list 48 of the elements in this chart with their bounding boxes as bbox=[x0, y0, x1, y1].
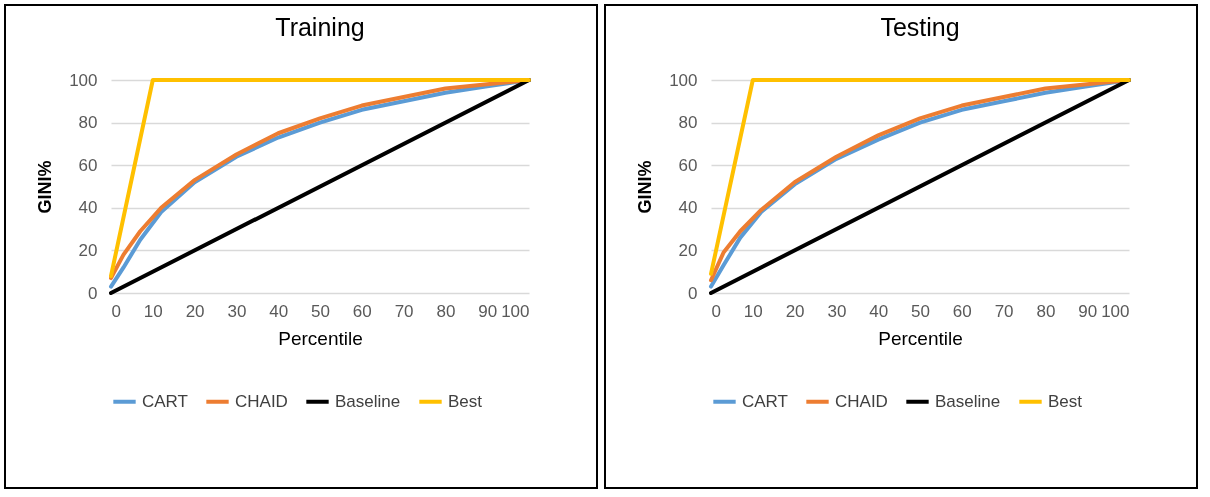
y-axis-title: GINI% bbox=[35, 160, 56, 214]
x-tick-label: 20 bbox=[785, 301, 805, 321]
y-tick-label: 100 bbox=[669, 70, 698, 90]
x-tick-label: 70 bbox=[394, 301, 414, 321]
y-axis-title: GINI% bbox=[635, 160, 656, 214]
x-tick-label: 70 bbox=[994, 301, 1014, 321]
chart-title: Training bbox=[275, 13, 365, 41]
y-tick-label: 0 bbox=[688, 283, 698, 303]
legend-label: Best bbox=[1048, 391, 1083, 411]
legend-label: CHAID bbox=[835, 391, 888, 411]
x-tick-label: 30 bbox=[227, 301, 247, 321]
legend-label: CART bbox=[142, 391, 188, 411]
x-tick-label: 80 bbox=[436, 301, 456, 321]
x-tick-label: 60 bbox=[952, 301, 972, 321]
y-tick-label: 20 bbox=[678, 240, 698, 260]
x-tick-label: 50 bbox=[311, 301, 330, 321]
x-tick-label: 80 bbox=[1036, 301, 1056, 321]
x-tick-label: 40 bbox=[269, 301, 289, 321]
chart-title: Testing bbox=[880, 13, 960, 41]
x-tick-label: 0 bbox=[711, 301, 721, 321]
legend-label: CHAID bbox=[235, 391, 288, 411]
x-tick-label: 20 bbox=[185, 301, 205, 321]
x-tick-label: 90 bbox=[1078, 301, 1098, 321]
y-tick-label: 40 bbox=[678, 198, 698, 218]
x-tick-label: 30 bbox=[827, 301, 847, 321]
x-tick-label: 10 bbox=[143, 301, 163, 321]
x-tick-label: 40 bbox=[869, 301, 889, 321]
x-tick-label: 100 bbox=[501, 301, 530, 321]
legend-label: CART bbox=[742, 391, 788, 411]
x-tick-label: 90 bbox=[478, 301, 498, 321]
y-tick-label: 20 bbox=[78, 240, 98, 260]
y-tick-label: 100 bbox=[69, 70, 98, 90]
y-tick-label: 60 bbox=[678, 155, 698, 175]
legend-label: Best bbox=[448, 391, 483, 411]
x-tick-label: 0 bbox=[111, 301, 121, 321]
x-tick-label: 60 bbox=[352, 301, 372, 321]
legend-label: Baseline bbox=[335, 391, 401, 411]
legend-label: Baseline bbox=[935, 391, 1001, 411]
y-tick-label: 60 bbox=[78, 155, 98, 175]
x-axis-title: Percentile bbox=[878, 327, 963, 349]
y-tick-label: 40 bbox=[78, 198, 98, 218]
x-tick-label: 50 bbox=[911, 301, 930, 321]
y-tick-label: 0 bbox=[88, 283, 98, 303]
x-tick-label: 10 bbox=[743, 301, 763, 321]
x-tick-label: 100 bbox=[1101, 301, 1130, 321]
x-axis-title: Percentile bbox=[278, 327, 363, 349]
y-tick-label: 80 bbox=[78, 113, 98, 133]
y-tick-label: 80 bbox=[678, 113, 698, 133]
